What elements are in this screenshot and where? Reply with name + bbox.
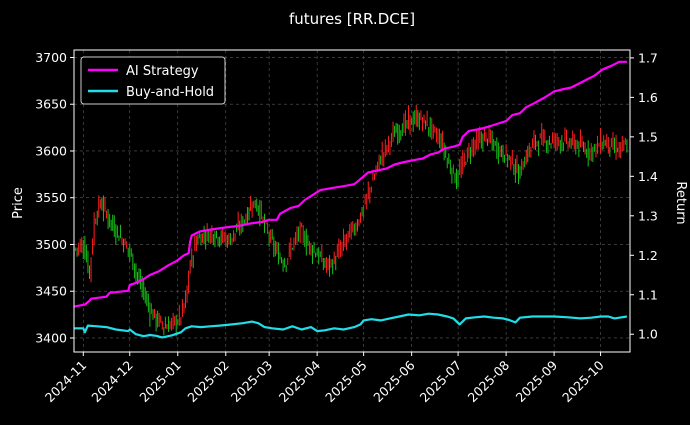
legend-label-ai-strategy: AI Strategy (126, 64, 199, 79)
series-line-ai-strategy (73, 60, 627, 308)
grid (74, 50, 630, 352)
y2-tick-label: 1.6 (638, 90, 658, 105)
y2-tick-label: 1.1 (638, 287, 658, 302)
y2-tick-label: 1.4 (638, 169, 658, 184)
series-line-buy-and-hold (74, 312, 628, 339)
y-axis-label-return: Return (673, 181, 688, 224)
y2-tick-label: 1.5 (638, 129, 658, 144)
y2-tick-label: 1.3 (638, 208, 658, 223)
y-tick-label: 3550 (35, 190, 67, 205)
y-tick-label: 3650 (35, 97, 67, 112)
y-tick-label: 3450 (35, 284, 67, 299)
plot-frame (73, 49, 631, 353)
y2-tick-label: 1.7 (638, 50, 658, 65)
y2-tick-label: 1.2 (638, 248, 658, 263)
y-tick-label: 3700 (35, 50, 67, 65)
legend: AI Strategy Buy-and-Hold (80, 56, 226, 105)
chart-title: futures [RR.DCE] (289, 10, 415, 28)
y-tick-label: 3400 (35, 330, 67, 345)
y2-tick-label: 1.0 (638, 327, 658, 342)
y-tick-label: 3600 (35, 143, 67, 158)
y-tick-label: 3500 (35, 237, 67, 252)
legend-label-buy-and-hold: Buy-and-Hold (126, 85, 214, 100)
series-lines (73, 60, 628, 339)
y-axis-label-price: Price (11, 187, 26, 219)
